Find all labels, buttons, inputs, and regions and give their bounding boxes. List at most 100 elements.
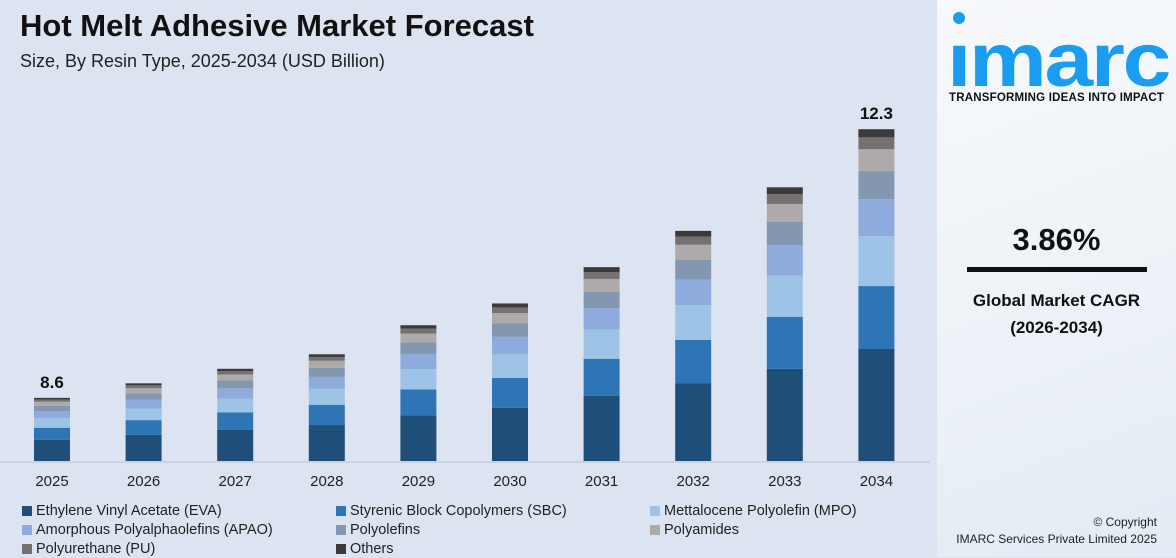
bar-segment-2030-2 <box>492 354 528 379</box>
data-label-2025: 8.6 <box>40 373 64 392</box>
legend-swatch <box>22 506 32 516</box>
bar-segment-2032-1 <box>675 339 712 384</box>
legend-swatch <box>650 506 660 516</box>
bar-segment-2030-5 <box>492 313 528 324</box>
cagr-label-line2: (2026-2034) <box>1010 318 1103 337</box>
bar-segment-2029-6 <box>400 328 437 334</box>
bar-segment-2027-5 <box>217 374 254 381</box>
bar-segment-2031-4 <box>583 291 620 309</box>
bar-segment-2034-3 <box>858 199 895 237</box>
bar-segment-2027-1 <box>217 412 254 430</box>
bar-segment-2032-6 <box>675 236 712 245</box>
bar-segment-2030-0 <box>492 407 528 461</box>
bar-segment-2031-2 <box>583 329 620 359</box>
bar-segment-2031-3 <box>583 308 620 330</box>
bar-segment-2032-3 <box>675 279 712 306</box>
copyright-line2: IMARC Services Private Limited 2025 <box>956 532 1157 546</box>
copyright-line1: © Copyright <box>1093 515 1157 529</box>
x-tick-label-2031: 2031 <box>585 473 618 490</box>
bar-segment-2034-0 <box>858 348 895 461</box>
cagr-divider <box>967 267 1147 272</box>
bar-segment-2026-1 <box>125 420 162 435</box>
x-tick-label-2028: 2028 <box>310 473 343 490</box>
legend-item: Polyurethane (PU) <box>22 540 336 558</box>
bar-segment-2033-6 <box>766 194 803 204</box>
bar-segment-2033-0 <box>766 368 803 461</box>
bar-segment-2030-6 <box>492 307 528 314</box>
bar-segment-2025-2 <box>34 418 70 428</box>
bar-segment-2025-3 <box>34 411 70 419</box>
bar-segment-2031-6 <box>583 272 620 279</box>
brand-panel: ımarc TRANSFORMING IDEAS INTO IMPACT 3.8… <box>937 0 1176 557</box>
bar-segment-2030-7 <box>492 303 528 308</box>
bar-segment-2027-6 <box>217 371 254 375</box>
legend-item: Styrenic Block Copolymers (SBC) <box>336 502 650 520</box>
bar-segment-2026-5 <box>125 388 162 394</box>
bar-segment-2025-1 <box>34 427 70 440</box>
bar-segment-2034-1 <box>858 286 895 349</box>
bar-segment-2034-6 <box>858 137 895 150</box>
x-tick-label-2027: 2027 <box>219 473 252 490</box>
bar-segment-2033-3 <box>766 245 803 276</box>
bar-segment-2028-3 <box>308 376 345 389</box>
bar-segment-2033-7 <box>766 187 803 195</box>
bar-segment-2026-6 <box>125 385 162 389</box>
bar-segment-2028-0 <box>308 425 345 461</box>
legend-swatch <box>336 525 346 535</box>
legend-label: Mettalocene Polyolefin (MPO) <box>664 503 857 519</box>
legend-item: Ethylene Vinyl Acetate (EVA) <box>22 502 336 520</box>
copyright: © Copyright IMARC Services Private Limit… <box>937 514 1157 548</box>
legend-swatch <box>336 506 346 516</box>
legend-label: Polyolefins <box>350 522 421 538</box>
bar-segment-2028-1 <box>308 404 345 426</box>
bar-segment-2027-2 <box>217 398 254 413</box>
bar-segment-2025-4 <box>34 405 70 412</box>
legend: Ethylene Vinyl Acetate (EVA) Styrenic Blo… <box>22 502 922 558</box>
bar-segment-2027-4 <box>217 380 254 389</box>
bar-segment-2029-3 <box>400 354 437 370</box>
bar-segment-2033-2 <box>766 275 803 317</box>
legend-item: Polyamides <box>650 521 922 539</box>
bar-segment-2031-0 <box>583 395 620 461</box>
bar-segment-2029-4 <box>400 342 437 355</box>
legend-swatch <box>336 544 346 554</box>
legend-label: Polyurethane (PU) <box>36 541 156 557</box>
bar-segment-2031-5 <box>583 278 620 292</box>
bar-segment-2026-4 <box>125 393 162 400</box>
x-tick-label-2025: 2025 <box>35 473 68 490</box>
bar-segment-2030-1 <box>492 378 528 408</box>
bar-segment-2026-7 <box>125 383 162 386</box>
bar-segment-2028-4 <box>308 367 345 377</box>
bar-segment-2027-3 <box>217 388 254 399</box>
bar-segment-2026-2 <box>125 408 162 421</box>
legend-item: Mettalocene Polyolefin (MPO) <box>650 502 922 520</box>
bar-segment-2034-5 <box>858 149 895 172</box>
bar-segment-2034-7 <box>858 129 895 138</box>
x-tick-label-2032: 2032 <box>677 473 710 490</box>
legend-swatch <box>22 544 32 554</box>
legend-label: Amorphous Polyalphaolefins (APAO) <box>36 522 273 538</box>
bar-segment-2025-5 <box>34 401 70 406</box>
stacked-bar-chart: 2025 8.6 2026 2027 2028 2029 2030 2031 2032 2033 2… <box>0 104 930 490</box>
chart-title: Hot Melt Adhesive Market Forecast <box>20 8 534 43</box>
bar-segment-2025-6 <box>34 399 70 402</box>
bar-segment-2027-7 <box>217 368 254 372</box>
bar-segment-2028-6 <box>308 356 345 361</box>
svg-text:ımarc: ımarc <box>947 18 1170 93</box>
legend-label: Polyamides <box>664 522 739 538</box>
bar-segment-2028-2 <box>308 388 345 405</box>
x-tick-label-2034: 2034 <box>860 473 893 490</box>
bar-segment-2026-0 <box>125 434 162 461</box>
legend-swatch <box>650 525 660 535</box>
x-tick-label-2026: 2026 <box>127 473 160 490</box>
bar-segment-2027-0 <box>217 429 254 461</box>
bar-segment-2029-2 <box>400 369 437 390</box>
bar-segment-2030-4 <box>492 323 528 337</box>
cagr-label-line1: Global Market CAGR <box>972 291 1141 310</box>
bar-segment-2032-0 <box>675 383 712 461</box>
cagr-label: Global Market CAGR (2026-2034) <box>937 287 1176 341</box>
x-tick-label-2033: 2033 <box>768 473 801 490</box>
data-label-2034: 12.3 <box>860 104 893 123</box>
imarc-logo: ımarc <box>947 12 1172 93</box>
legend-item: Amorphous Polyalphaolefins (APAO) <box>22 521 336 539</box>
